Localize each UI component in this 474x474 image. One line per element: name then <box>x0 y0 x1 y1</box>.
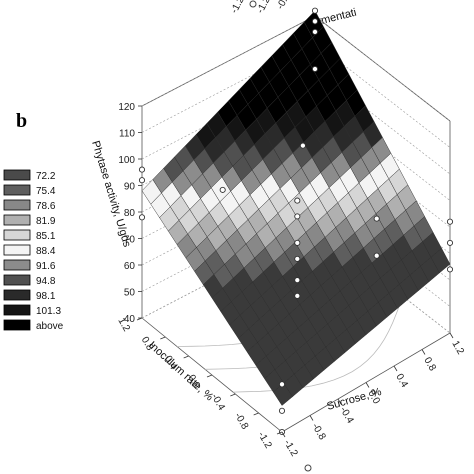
z-tick-label-8: 40 <box>124 314 136 325</box>
x-tick-mark-2 <box>337 398 342 405</box>
data-point-1 <box>311 18 319 25</box>
data-point-3 <box>311 65 319 73</box>
y-tick-mark-1 <box>160 336 166 340</box>
legend-label-10: above <box>36 321 64 332</box>
data-points <box>138 7 454 436</box>
data-point-21 <box>219 186 226 193</box>
data-point-7 <box>294 197 301 204</box>
z-tick-label-0: 120 <box>118 102 135 113</box>
data-point-0 <box>311 7 319 14</box>
back-grid-left-1 <box>141 42 316 133</box>
top-fragment-tick-1: -1.2 <box>229 0 247 15</box>
surface-cell-15-15 <box>430 247 451 274</box>
z-tick-label-1: 110 <box>119 129 135 140</box>
data-point-22 <box>299 142 306 149</box>
legend-label-9: 101.3 <box>36 306 61 317</box>
data-point-15 <box>446 266 454 273</box>
bottom-fragment-point <box>304 464 312 472</box>
y-tick-mark-4 <box>230 393 236 397</box>
x-tick-label-4: 0.4 <box>393 372 410 390</box>
data-point-11 <box>294 277 301 284</box>
y-tick-mark-2 <box>183 355 189 359</box>
legend-swatch-1 <box>3 184 31 196</box>
top-fragment: -1.2 -1.2 -0.8 Fermentati <box>229 0 358 31</box>
legend-label-3: 81.9 <box>36 216 56 227</box>
z-tick-label-6: 60 <box>124 261 136 272</box>
panel-label: b <box>16 110 27 132</box>
data-point-16 <box>278 381 286 388</box>
top-fragment-tick-2: -1.2 <box>255 0 273 15</box>
legend-swatch-2 <box>3 199 31 211</box>
x-tick-mark-3 <box>365 382 370 388</box>
top-fragment-tick-3: -0.8 <box>275 0 293 11</box>
x-tick-mark-5 <box>421 349 426 355</box>
data-point-13 <box>446 218 454 225</box>
legend-label-5: 88.4 <box>36 246 56 257</box>
legend-swatch-4 <box>3 229 31 241</box>
legend-label-7: 94.8 <box>36 276 56 287</box>
legend-label-6: 91.6 <box>36 261 56 272</box>
y-tick-mark-6 <box>276 431 283 435</box>
top-fragment-point <box>249 0 257 8</box>
data-point-10 <box>294 255 301 262</box>
z-tick-label-3: 90 <box>124 182 136 193</box>
legend-label-0: 72.2 <box>36 171 56 182</box>
x-tick-label-1: -0.8 <box>309 422 327 443</box>
legend-swatch-3 <box>3 214 31 226</box>
data-point-9 <box>294 239 301 246</box>
legend-swatch-6 <box>3 259 31 271</box>
z-tick-label-7: 50 <box>124 288 136 299</box>
legend-label-2: 78.6 <box>36 201 56 212</box>
legend-swatch-7 <box>3 274 31 286</box>
legend-label-4: 85.1 <box>36 231 56 242</box>
y-tick-mark-5 <box>253 412 259 416</box>
data-point-17 <box>278 407 286 414</box>
legend-swatch-10 <box>3 319 31 331</box>
z-tick-label-5: 70 <box>124 235 136 246</box>
x-tick-mark-1 <box>309 415 314 421</box>
data-point-12 <box>294 292 301 299</box>
z-axis-ticks: 120 110 100 90 80 70 60 50 40 <box>118 102 142 325</box>
legend-label-1: 75.4 <box>36 186 56 197</box>
legend-swatch-8 <box>3 289 31 301</box>
data-point-20 <box>373 252 380 259</box>
x-tick-mark-6 <box>449 332 454 339</box>
data-point-2 <box>311 28 319 35</box>
x-tick-mark-4 <box>393 365 398 372</box>
legend-swatch-5 <box>3 244 31 256</box>
back-grid-left-0 <box>141 15 316 107</box>
y-axis-title: Inoculum rate, % <box>146 339 216 403</box>
y-tick-mark-3 <box>206 374 213 378</box>
x-tick-label-5: 0.8 <box>421 356 438 374</box>
x-tick-label-0: -1.2 <box>281 438 299 459</box>
y-tick-label-5: -0.8 <box>232 411 250 432</box>
legend-swatch-0 <box>3 169 31 181</box>
data-point-6 <box>138 214 146 221</box>
data-point-5 <box>138 177 146 184</box>
response-surface <box>141 10 451 406</box>
back-grid-right-0 <box>314 15 451 122</box>
data-point-14 <box>446 239 454 246</box>
data-point-8 <box>294 213 301 220</box>
data-point-19 <box>373 215 380 222</box>
legend-label-8: 98.1 <box>36 291 56 302</box>
y-tick-mark-0 <box>136 317 143 321</box>
data-point-4 <box>138 166 146 173</box>
legend-swatch-9 <box>3 304 31 316</box>
x-tick-label-6: 1.2 <box>449 339 466 357</box>
z-tick-label-2: 100 <box>118 155 135 166</box>
y-tick-label-6: -1.2 <box>255 430 273 451</box>
legend: 72.2 75.4 78.6 81.9 85.1 88.4 91.6 94.8 98.1 101.… <box>3 169 64 332</box>
z-tick-label-4: 80 <box>124 208 136 219</box>
x-tick-mark-0 <box>281 431 286 438</box>
